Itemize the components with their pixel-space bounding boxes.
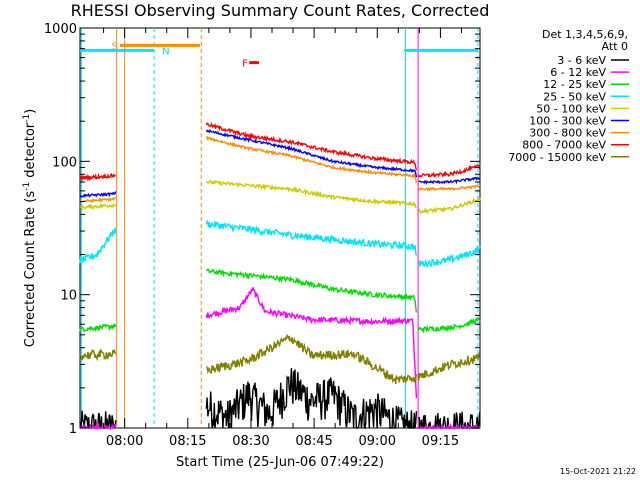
legend-label: 3 - 6 keV (557, 54, 606, 67)
y-tick-label: 100 (52, 155, 77, 170)
legend-label: 100 - 300 keV (529, 115, 606, 128)
series-line (79, 128, 481, 199)
y-tick-label: 1000 (44, 22, 77, 37)
series-line (79, 179, 481, 215)
x-tick-label: 08:30 (232, 434, 269, 449)
y-axis-label-sup1: -1 (22, 182, 32, 191)
y-axis-label-main: Corrected Count Rate (s (23, 191, 38, 348)
x-tick-label: 08:45 (295, 434, 332, 449)
y-tick-label: 10 (60, 289, 77, 304)
x-tick-label: 08:15 (169, 434, 206, 449)
legend-label: 7000 - 15000 keV (508, 151, 606, 164)
legend-label: 6 - 12 keV (550, 66, 606, 79)
series-line (80, 135, 481, 204)
series-group (79, 121, 481, 431)
y-tick-label: 1 (69, 422, 77, 437)
y-axis-label: Corrected Count Rate (s-1 detector-1) (22, 109, 38, 347)
legend-label: 12 - 25 keV (543, 78, 606, 91)
series-line (79, 333, 481, 385)
legend-label: 800 - 7000 keV (522, 139, 606, 152)
flag-label: F (242, 59, 248, 70)
legend-label: 50 - 100 keV (536, 102, 606, 115)
y-axis-label-sup2: -1 (22, 114, 32, 123)
legend-header-1: Det 1,3,4,5,6,9, (542, 28, 628, 41)
x-axis: 08:00 08:15 08:30 08:45 09:00 09:15 (103, 28, 462, 449)
series-line (79, 268, 481, 335)
footer-timestamp: 15-Oct-2021 21:22 (560, 467, 636, 476)
legend-label: 25 - 50 keV (543, 90, 606, 103)
vertical-markers (80, 28, 479, 428)
y-axis-label-mid: detector (23, 122, 38, 182)
plot-frame (79, 27, 481, 429)
legend-label: 300 - 800 keV (529, 127, 606, 140)
y-axis: 1 10 100 1000 (44, 22, 480, 437)
flag-markers: S N F (80, 41, 478, 70)
series-line (79, 121, 481, 183)
x-axis-label: Start Time (25-Jun-06 07:49:22) (176, 455, 384, 470)
y-axis-label-end: ) (23, 109, 38, 114)
x-tick-label: 09:15 (422, 434, 459, 449)
flag-label: N (162, 46, 169, 57)
legend-header-2: Att 0 (602, 40, 628, 53)
flag-label: S (112, 41, 118, 52)
x-tick-label: 09:00 (359, 434, 396, 449)
series-line (79, 219, 481, 268)
chart-title: RHESSI Observing Summary Count Rates, Co… (71, 1, 490, 20)
x-tick-label: 08:00 (106, 434, 143, 449)
